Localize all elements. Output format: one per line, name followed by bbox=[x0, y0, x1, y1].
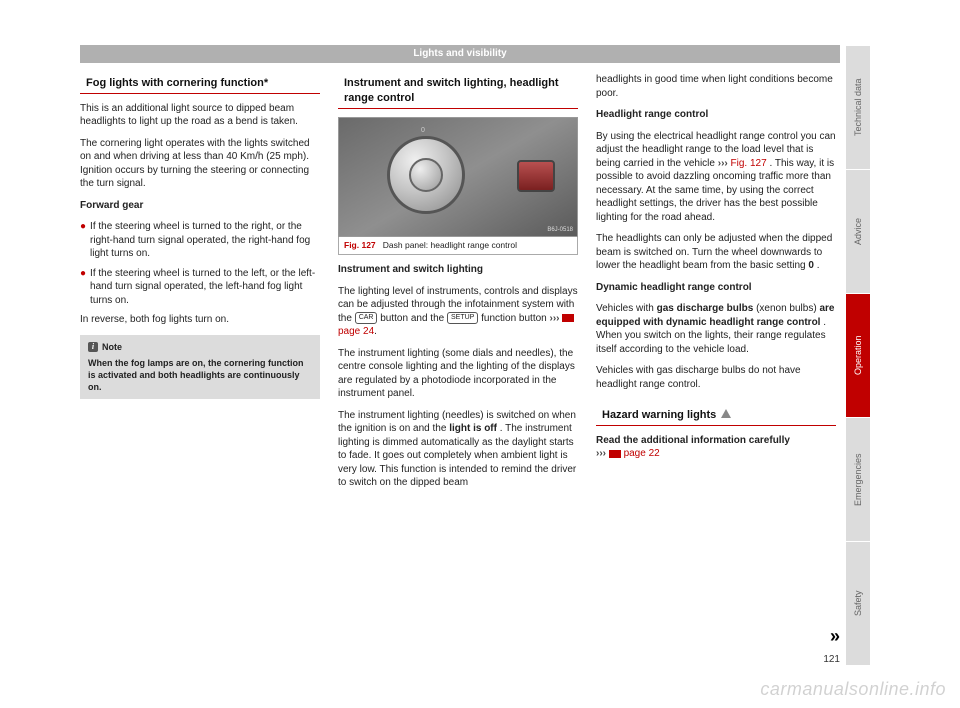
body-text: The instrument lighting (needles) is swi… bbox=[338, 409, 578, 490]
text-run: button and the bbox=[380, 313, 447, 324]
bullet-dot-icon: ● bbox=[80, 267, 86, 308]
book-icon bbox=[562, 314, 574, 322]
body-text: The cornering light operates with the li… bbox=[80, 137, 320, 191]
tab-safety[interactable]: Safety bbox=[846, 541, 870, 665]
body-text: Read the additional information carefull… bbox=[596, 434, 836, 461]
tab-advice[interactable]: Advice bbox=[846, 169, 870, 293]
text-run: function button bbox=[481, 313, 549, 324]
dial-marking: 0 bbox=[421, 126, 425, 135]
subheading-dynamic-headlight: Dynamic headlight range control bbox=[596, 281, 836, 295]
subheading-headlight-range: Headlight range control bbox=[596, 108, 836, 122]
body-text: The lighting level of instruments, contr… bbox=[338, 285, 578, 339]
info-icon: i bbox=[88, 342, 98, 352]
tab-technical-data[interactable]: Technical data bbox=[846, 45, 870, 169]
heading-instrument-lighting: Instrument and switch lighting, headligh… bbox=[338, 73, 578, 109]
figure-image: 0 B6J-0518 bbox=[338, 117, 578, 237]
ref-arrows: ››› bbox=[550, 313, 560, 324]
column-2: Instrument and switch lighting, headligh… bbox=[338, 73, 578, 498]
section-header: Lights and visibility bbox=[80, 45, 840, 63]
hazard-button-icon bbox=[517, 160, 555, 192]
body-text: headlights in good time when light condi… bbox=[596, 73, 836, 100]
heading-hazard-warning: Hazard warning lights bbox=[596, 405, 836, 426]
body-text: By using the electrical headlight range … bbox=[596, 130, 836, 225]
column-3: headlights in good time when light condi… bbox=[596, 73, 836, 498]
bullet-item: ● If the steering wheel is turned to the… bbox=[80, 267, 320, 308]
text-run: light is off bbox=[449, 423, 497, 434]
bullet-text: If the steering wheel is turned to the l… bbox=[90, 267, 320, 308]
body-text: In reverse, both fog lights turn on. bbox=[80, 313, 320, 327]
text-run: . bbox=[817, 260, 820, 271]
bullet-item: ● If the steering wheel is turned to the… bbox=[80, 220, 320, 261]
car-button-icon: CAR bbox=[355, 312, 378, 324]
body-text: This is an additional light source to di… bbox=[80, 102, 320, 129]
note-body: When the fog lamps are on, the cornering… bbox=[88, 357, 312, 393]
note-label: Note bbox=[102, 341, 122, 353]
text-run: . bbox=[374, 326, 377, 337]
bullet-text: If the steering wheel is turned to the r… bbox=[90, 220, 320, 261]
continue-arrow-icon: » bbox=[830, 626, 840, 647]
page-reference: page 24 bbox=[338, 326, 374, 337]
dial-knob-icon bbox=[409, 158, 443, 192]
figure-id: B6J-0518 bbox=[547, 226, 573, 234]
tab-emergencies[interactable]: Emergencies bbox=[846, 417, 870, 541]
body-text: Vehicles with gas discharge bulbs do not… bbox=[596, 364, 836, 391]
figure-127: 0 B6J-0518 Fig. 127 Dash panel: headligh… bbox=[338, 117, 578, 255]
body-text: The instrument lighting (some dials and … bbox=[338, 347, 578, 401]
ref-arrows: ››› bbox=[718, 158, 728, 169]
text-run: gas discharge bulbs bbox=[657, 303, 754, 314]
side-tabs: Technical data Advice Operation Emergenc… bbox=[846, 45, 870, 665]
bullet-dot-icon: ● bbox=[80, 220, 86, 261]
text-run: 0 bbox=[808, 260, 814, 271]
setup-button-icon: SETUP bbox=[447, 312, 478, 324]
warning-triangle-icon bbox=[721, 409, 731, 418]
figure-number: Fig. 127 bbox=[344, 240, 376, 250]
body-text: Vehicles with gas discharge bulbs (xenon… bbox=[596, 302, 836, 356]
figure-caption: Fig. 127 Dash panel: headlight range con… bbox=[338, 237, 578, 255]
text-run: Vehicles with bbox=[596, 303, 657, 314]
heading-fog-lights: Fog lights with cornering function* bbox=[80, 73, 320, 94]
tab-operation[interactable]: Operation bbox=[846, 293, 870, 417]
manual-page: Lights and visibility Fog lights with co… bbox=[80, 45, 870, 665]
note-box: i Note When the fog lamps are on, the co… bbox=[80, 335, 320, 400]
subheading-forward-gear: Forward gear bbox=[80, 199, 320, 213]
figure-caption-text: Dash panel: headlight range control bbox=[383, 240, 517, 250]
content-columns: Fog lights with cornering function* This… bbox=[80, 73, 840, 498]
page-number: 121 bbox=[823, 654, 840, 665]
text-run: Read the additional information carefull… bbox=[596, 435, 790, 446]
heading-text: Hazard warning lights bbox=[602, 409, 716, 421]
book-icon bbox=[609, 450, 621, 458]
figure-reference: Fig. 127 bbox=[731, 158, 767, 169]
ref-arrows: ››› bbox=[596, 448, 606, 459]
watermark: carmanualsonline.info bbox=[760, 679, 946, 700]
note-heading: i Note bbox=[88, 341, 312, 353]
text-run: (xenon bulbs) bbox=[756, 303, 819, 314]
body-text: The headlights can only be adjusted when… bbox=[596, 232, 836, 273]
text-run: The headlights can only be adjusted when… bbox=[596, 233, 832, 271]
page-reference: page 22 bbox=[624, 448, 660, 459]
subheading-instrument-switch: Instrument and switch lighting bbox=[338, 263, 578, 277]
column-1: Fog lights with cornering function* This… bbox=[80, 73, 320, 498]
